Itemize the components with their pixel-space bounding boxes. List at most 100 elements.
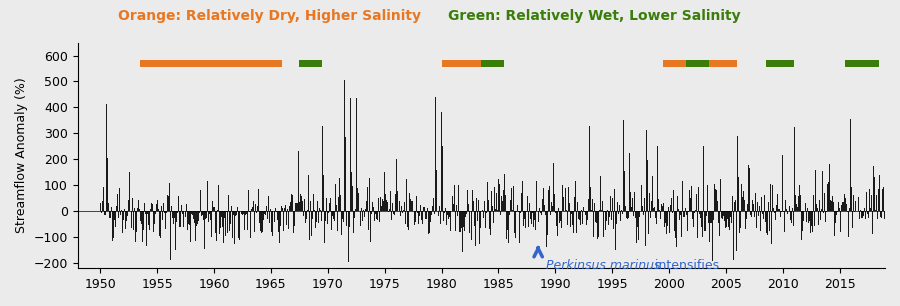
- Bar: [851, 187, 852, 211]
- Bar: [423, 207, 424, 211]
- Bar: [151, 203, 152, 211]
- Bar: [432, 206, 433, 211]
- Bar: [663, 60, 692, 67]
- Bar: [263, 211, 264, 220]
- Bar: [774, 211, 775, 213]
- Bar: [855, 201, 856, 211]
- Bar: [509, 211, 510, 215]
- Bar: [356, 188, 357, 211]
- Bar: [508, 211, 509, 243]
- Bar: [713, 211, 714, 220]
- Bar: [711, 211, 712, 223]
- Bar: [445, 208, 446, 211]
- Bar: [818, 211, 819, 225]
- Bar: [208, 211, 209, 222]
- Bar: [352, 186, 353, 211]
- Bar: [617, 202, 618, 211]
- Bar: [766, 60, 794, 67]
- Bar: [594, 203, 595, 211]
- Bar: [526, 211, 527, 212]
- Bar: [441, 112, 442, 211]
- Bar: [299, 202, 300, 211]
- Bar: [871, 195, 872, 211]
- Bar: [238, 211, 239, 238]
- Bar: [676, 211, 677, 247]
- Bar: [506, 195, 507, 211]
- Bar: [166, 211, 167, 213]
- Bar: [768, 202, 769, 211]
- Bar: [822, 171, 823, 211]
- Bar: [146, 211, 147, 214]
- Bar: [473, 201, 474, 211]
- Bar: [317, 201, 318, 211]
- Bar: [407, 211, 408, 227]
- Bar: [792, 208, 793, 211]
- Bar: [443, 211, 444, 221]
- Bar: [342, 211, 343, 219]
- Bar: [612, 198, 613, 211]
- Bar: [784, 211, 785, 232]
- Bar: [365, 209, 366, 211]
- Bar: [577, 203, 578, 211]
- Bar: [277, 211, 278, 220]
- Bar: [729, 211, 730, 230]
- Bar: [707, 185, 708, 211]
- Bar: [550, 211, 551, 215]
- Bar: [137, 208, 138, 211]
- Bar: [430, 211, 432, 215]
- Bar: [461, 211, 462, 228]
- Bar: [781, 211, 782, 212]
- Bar: [480, 211, 481, 228]
- Bar: [464, 211, 465, 217]
- Bar: [209, 211, 210, 214]
- Bar: [386, 200, 387, 211]
- Bar: [820, 211, 821, 220]
- Bar: [793, 211, 794, 226]
- Bar: [510, 200, 511, 211]
- Bar: [794, 127, 795, 211]
- Bar: [161, 198, 163, 211]
- Bar: [673, 190, 674, 211]
- Bar: [537, 211, 539, 222]
- Bar: [376, 211, 378, 220]
- Bar: [657, 146, 658, 211]
- Bar: [514, 211, 515, 233]
- Bar: [745, 211, 746, 229]
- Bar: [318, 211, 319, 222]
- Bar: [302, 211, 303, 216]
- Bar: [848, 211, 849, 237]
- Bar: [372, 202, 373, 211]
- Bar: [580, 211, 581, 225]
- Bar: [338, 178, 339, 211]
- Bar: [477, 211, 478, 221]
- Bar: [681, 181, 683, 211]
- Bar: [124, 211, 125, 229]
- Bar: [207, 181, 208, 211]
- Bar: [170, 211, 171, 260]
- Bar: [174, 211, 175, 218]
- Bar: [205, 211, 206, 219]
- Bar: [554, 211, 555, 213]
- Bar: [171, 206, 172, 211]
- Bar: [722, 211, 723, 219]
- Bar: [606, 211, 607, 221]
- Bar: [854, 211, 855, 212]
- Bar: [801, 211, 802, 240]
- Bar: [767, 211, 768, 235]
- Bar: [675, 211, 676, 238]
- Bar: [518, 211, 519, 243]
- Bar: [493, 211, 494, 223]
- Bar: [516, 211, 517, 212]
- Bar: [864, 208, 865, 211]
- Bar: [785, 200, 786, 211]
- Bar: [308, 210, 309, 211]
- Bar: [334, 211, 335, 221]
- Bar: [455, 211, 456, 231]
- Bar: [530, 211, 531, 219]
- Bar: [347, 211, 348, 212]
- Bar: [573, 197, 575, 211]
- Bar: [125, 205, 127, 211]
- Bar: [442, 60, 482, 67]
- Bar: [702, 211, 703, 237]
- Bar: [255, 211, 256, 232]
